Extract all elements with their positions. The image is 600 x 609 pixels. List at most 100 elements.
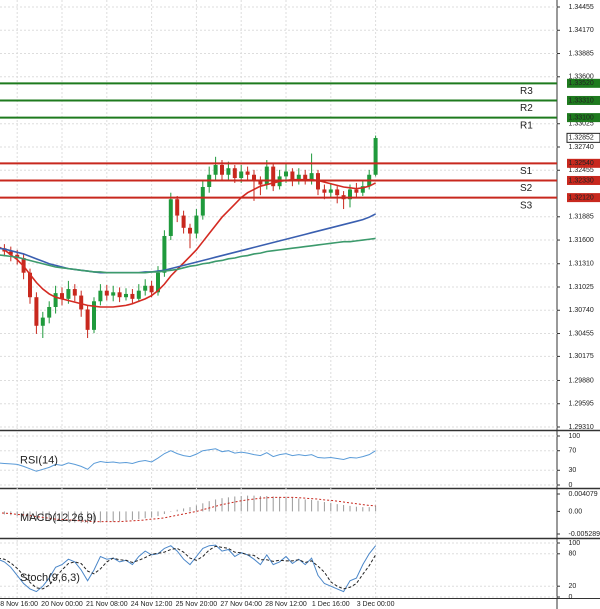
y-tick-label: 1.31025 [569,284,594,291]
histogram-bar [253,495,255,512]
candle-body [335,189,340,196]
candle-body [34,297,39,326]
histogram-bar [80,511,82,523]
y-tick-label: 1.33600 [569,74,594,81]
histogram-bar [176,509,178,512]
histogram-bar [272,496,274,512]
y-tick-label: 1.29595 [569,401,594,408]
y-tick-label: 1.31310 [569,261,594,268]
y-tick-label: 1.30175 [569,353,594,360]
y-tick-label: 0 [569,482,573,489]
level-price-box [567,78,600,88]
histogram-bar [93,511,95,523]
candle-body [124,293,128,298]
candle-body [143,285,148,291]
histogram-bar [183,508,185,512]
histogram-bar [144,511,146,519]
candle-body [60,293,64,299]
candle-body [290,171,295,182]
level-price-box [567,193,600,203]
y-tick-label: 0.00 [569,508,583,515]
histogram-bar [208,501,210,512]
histogram-bar [279,496,281,512]
histogram-bar [99,511,101,523]
candle-body [264,166,269,185]
histogram-bar [240,496,242,512]
histogram-bar [259,496,261,512]
level-name: S2 [520,183,533,194]
histogram-bar [362,507,364,512]
candle-body [40,317,45,326]
histogram-bar [74,511,76,523]
candle-body [66,289,71,299]
candle-body [322,189,327,193]
histogram-bar [227,497,229,512]
y-tick-label: 100 [569,433,581,440]
candle-body [239,171,244,179]
histogram-bar [87,511,89,524]
y-tick-label: 80 [569,551,577,558]
level-name: R1 [520,120,533,131]
level-price-label: 1.33100 [569,114,594,121]
x-tick-label: 1 Dec 16:00 [312,601,350,608]
level-name: S1 [520,166,533,177]
level-price-label: 1.32540 [569,160,594,167]
histogram-bar [195,505,197,512]
histogram-bar [298,498,300,512]
histogram-bar [355,506,357,512]
candle-body [72,289,77,296]
x-tick-label: 27 Nov 04:00 [220,601,262,608]
indicator-title: MACD(12,26,9) [20,512,96,524]
y-tick-label: 1.29880 [569,377,594,384]
candle-body [258,181,263,185]
histogram-bar [170,511,172,512]
histogram-bar [106,511,108,523]
level-price-box [567,175,600,185]
candle-body [85,309,90,330]
y-tick-label: 1.32455 [569,167,594,174]
histogram-bar [304,499,306,512]
histogram-bar [157,511,159,517]
y-tick-label: 1.30740 [569,307,594,314]
candle-body [354,189,359,193]
histogram-bar [61,511,63,523]
histogram-bar [202,503,204,512]
level-price-box [567,95,600,105]
histogram-bar [48,511,50,522]
candle-body [111,292,116,296]
candle-body [328,189,333,193]
candle-body [130,293,135,299]
histogram-bar [234,496,236,512]
candle-body [79,295,84,310]
candle-body [309,173,314,180]
candle-body [252,174,256,182]
level-name: R3 [520,86,533,97]
y-tick-label: 1.34170 [569,27,594,34]
y-tick-label: 1.31885 [569,214,594,221]
candle-body [213,164,218,175]
candle-body [303,174,308,180]
level-name: R2 [520,103,533,114]
x-tick-label: 3 Dec 00:00 [357,601,395,608]
level-price-box [567,158,600,168]
indicator-title: RSI(14) [20,454,58,466]
histogram-bar [112,511,114,522]
histogram-bar [368,507,370,512]
candle-body [28,272,32,298]
candle-body [245,171,250,175]
candle-body [175,199,180,216]
candle-body [162,235,167,273]
indicator-line [0,448,376,472]
level-price-label: 1.33310 [569,97,594,104]
moving-average [0,213,376,274]
candle-body [47,307,52,318]
histogram-bar [119,511,121,522]
y-tick-label: 1.31600 [569,237,594,244]
y-tick-label: 1.30455 [569,330,594,337]
candle-body [226,168,231,175]
histogram-bar [131,511,133,520]
y-tick-label: 1.33025 [569,121,594,128]
candle-body [117,292,122,298]
candle-body [181,215,186,228]
